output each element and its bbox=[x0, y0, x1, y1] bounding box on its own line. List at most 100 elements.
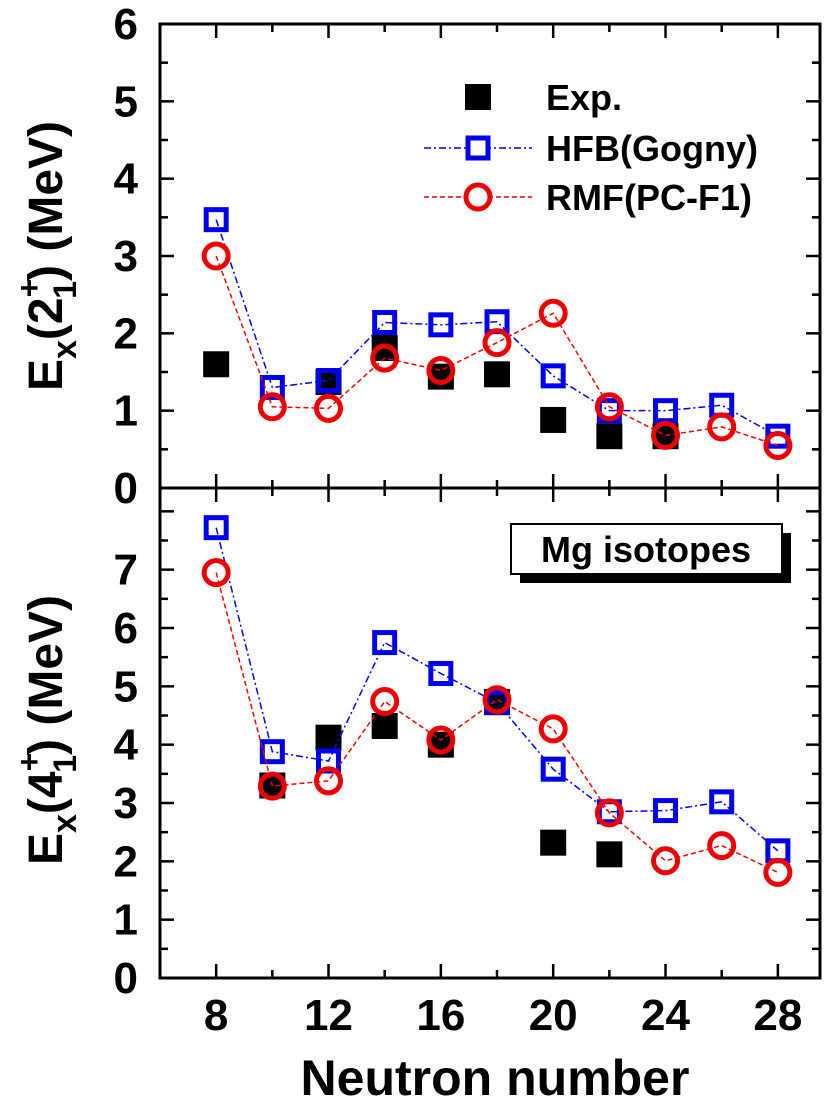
legend-marker bbox=[463, 182, 493, 212]
y-axis-label-part: 1 bbox=[47, 755, 83, 773]
y-tick-label: 0 bbox=[114, 954, 138, 1003]
legend-marker bbox=[465, 84, 491, 110]
data-point-rmf bbox=[482, 328, 512, 358]
data-point-exp bbox=[203, 351, 230, 378]
data-point-rmf bbox=[257, 771, 287, 801]
data-point-rmf bbox=[707, 831, 737, 861]
x-axis-tick-labels: 8 12 16 20 24 28 bbox=[204, 991, 802, 1040]
data-point-rmf bbox=[426, 725, 456, 755]
x-tick-label: 28 bbox=[753, 991, 802, 1040]
data-point-rmf bbox=[538, 714, 568, 744]
data-point-exp bbox=[484, 361, 511, 388]
data-point-hfb bbox=[372, 630, 398, 656]
series-line-hfb-gogny- bbox=[215, 219, 779, 437]
legend-label: RMF(PC-F1) bbox=[546, 177, 752, 218]
x-tick-label: 20 bbox=[529, 991, 578, 1040]
data-point-hfb bbox=[259, 374, 285, 400]
data-point-exp bbox=[540, 829, 567, 856]
y-axis-title: Ex(4+1) (MeV) bbox=[11, 595, 84, 865]
y-tick-label: 2 bbox=[114, 837, 138, 886]
x-tick-label: 16 bbox=[416, 991, 465, 1040]
data-point-rmf bbox=[538, 298, 568, 328]
data-point-rmf bbox=[426, 355, 456, 385]
x-tick-label: 8 bbox=[204, 991, 228, 1040]
y-tick-label: 3 bbox=[114, 232, 138, 281]
y-axis-title: Ex(2+1) (MeV) bbox=[11, 121, 84, 391]
data-point-hfb bbox=[372, 310, 398, 336]
data-point-exp bbox=[596, 423, 623, 450]
plot-frame bbox=[158, 486, 822, 980]
y-tick-label: 2 bbox=[114, 309, 138, 358]
y-axis-label-part: ) (MeV) bbox=[20, 121, 73, 281]
data-point-rmf bbox=[763, 857, 793, 887]
data-point-rmf bbox=[482, 685, 512, 715]
y-axis-label-part: 1 bbox=[47, 281, 83, 299]
y-axis-label-part: + bbox=[11, 753, 47, 772]
y-axis-label-part: ) (MeV) bbox=[20, 595, 73, 755]
y-tick-label: 1 bbox=[114, 387, 138, 436]
data-point-rmf bbox=[201, 558, 231, 588]
data-point-hfb bbox=[259, 739, 285, 765]
series-line-hfb-gogny- bbox=[215, 527, 779, 852]
y-axis-label: Ex(4+1) (MeV) bbox=[11, 595, 84, 865]
y-tick-label: 6 bbox=[114, 604, 138, 653]
data-point-hfb bbox=[316, 368, 342, 394]
annotation-label: Mg isotopes bbox=[541, 529, 751, 570]
y-axis-label-part: (4 bbox=[20, 771, 73, 814]
data-point-hfb bbox=[709, 789, 735, 815]
y-tick-label: 4 bbox=[114, 721, 139, 770]
data-point-rmf bbox=[257, 392, 287, 422]
y-axis-label: Ex(2+1) (MeV) bbox=[11, 121, 84, 391]
data-point-hfb bbox=[203, 515, 229, 541]
data-point-hfb bbox=[653, 798, 679, 824]
x-tick-label: 12 bbox=[304, 991, 353, 1040]
data-point-rmf bbox=[594, 798, 624, 828]
series-line-rmf-pc-f1- bbox=[215, 255, 779, 447]
y-tick-label: 6 bbox=[114, 0, 138, 49]
y-tick-label: 4 bbox=[114, 155, 139, 204]
y-axis-label-part: + bbox=[11, 279, 47, 298]
data-point-exp bbox=[596, 841, 623, 868]
data-point-rmf bbox=[651, 846, 681, 876]
data-point-hfb bbox=[428, 661, 454, 686]
data-point-rmf bbox=[707, 412, 737, 442]
legend-marker bbox=[465, 135, 491, 161]
y-axis-label-part: E bbox=[20, 833, 73, 865]
data-point-rmf bbox=[651, 420, 681, 450]
annotation-frame bbox=[510, 523, 783, 575]
annotation-box: Mg isotopes bbox=[510, 523, 791, 583]
data-point-rmf bbox=[314, 766, 344, 796]
data-point-exp bbox=[315, 724, 342, 751]
data-point-rmf bbox=[594, 392, 624, 422]
data-point-exp bbox=[540, 406, 567, 433]
data-point-hfb bbox=[540, 363, 566, 389]
x-axis-label: Neutron number bbox=[301, 1050, 690, 1106]
data-point-hfb bbox=[540, 756, 566, 782]
data-point-hfb bbox=[653, 398, 679, 424]
y-tick-label: 5 bbox=[114, 77, 138, 126]
x-tick-label: 24 bbox=[641, 991, 690, 1040]
series-line-rmf-pc-f1- bbox=[215, 572, 779, 874]
legend-label: Exp. bbox=[546, 77, 622, 118]
data-point-exp bbox=[371, 713, 398, 739]
data-point-rmf bbox=[370, 343, 400, 373]
data-point-rmf bbox=[763, 430, 793, 460]
y-tick-label: 3 bbox=[114, 779, 138, 828]
y-tick-label: 5 bbox=[114, 662, 138, 711]
y-axis-label-part: (2 bbox=[20, 297, 73, 340]
data-point-rmf bbox=[201, 241, 231, 271]
data-point-hfb bbox=[203, 207, 229, 233]
data-point-hfb bbox=[428, 312, 454, 338]
data-point-rmf bbox=[370, 687, 400, 716]
y-axis-label-part: E bbox=[20, 359, 73, 391]
y-axis-label-part: x bbox=[46, 814, 84, 833]
y-tick-label: 0 bbox=[114, 464, 138, 513]
legend: Exp. HFB(Gogny) RMF(PC-F1) bbox=[424, 77, 758, 218]
y-tick-label: 7 bbox=[114, 546, 138, 595]
y-tick-label: 1 bbox=[114, 896, 138, 945]
y-axis-label-part: x bbox=[46, 340, 84, 359]
legend-label: HFB(Gogny) bbox=[546, 128, 758, 169]
